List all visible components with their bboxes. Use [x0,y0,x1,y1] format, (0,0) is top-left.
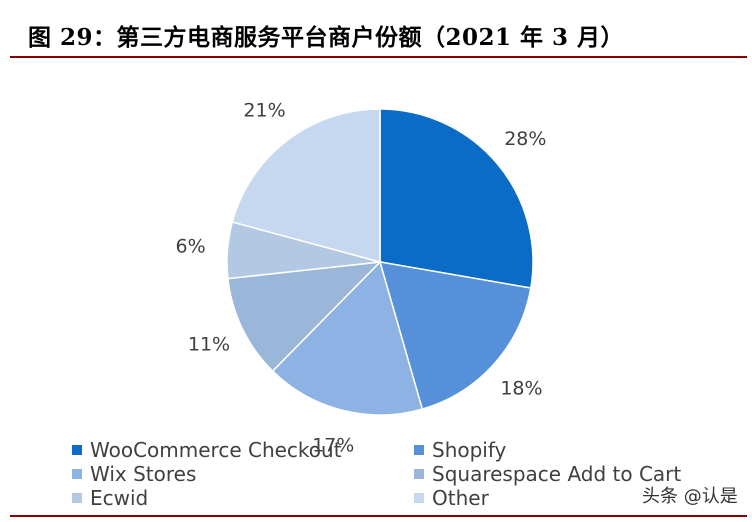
legend-swatch [414,493,424,503]
legend-swatch [414,469,424,479]
pie-label-shopify: 18% [500,377,542,399]
legend-label: Wix Stores [90,462,197,486]
pie-slice-squarespace-add-to-cart [227,261,383,373]
legend-swatch [72,445,82,455]
watermark: 头条 @认是 [642,486,738,507]
pie-labels: 28% 18% 17% 11% 6% 21% [175,100,546,457]
bottom-divider [10,515,747,517]
pie-slice-wix-stores [271,260,424,416]
legend-item-wix-stores: Wix Stores [72,462,414,486]
legend-swatch [72,493,82,503]
legend-swatch [72,469,82,479]
legend-swatch [414,445,424,455]
pie-slice-other [231,108,381,263]
legend-item-squarespace: Squarespace Add to Cart [414,462,714,486]
title-divider [10,56,747,58]
pie-slices [226,108,534,416]
pie-label-woocommerce-checkout: 28% [504,128,546,150]
legend-label: Squarespace Add to Cart [432,462,682,486]
legend-item-ecwid: Ecwid [72,486,414,510]
legend: WooCommerce Checkout Shopify Wix Stores … [72,438,712,510]
pie-slice-shopify [378,261,532,410]
legend-label: Shopify [432,438,507,462]
pie-label-ecwid: 6% [175,236,205,258]
legend-item-shopify: Shopify [414,438,714,462]
legend-item-woocommerce: WooCommerce Checkout [72,438,414,462]
legend-label: Other [432,486,489,510]
chart-title: 图 29：第三方电商服务平台商户份额（2021 年 3 月） [28,24,625,51]
pie-label-wix-stores: 17% [312,435,354,457]
legend-item-other: Other [414,486,714,510]
legend-label: WooCommerce Checkout [90,438,342,462]
pie-slice-woocommerce-checkout [379,108,534,289]
pie-label-other: 21% [243,100,285,122]
legend-label: Ecwid [90,486,149,510]
pie-label-squarespace-add-to-cart: 11% [188,333,230,355]
